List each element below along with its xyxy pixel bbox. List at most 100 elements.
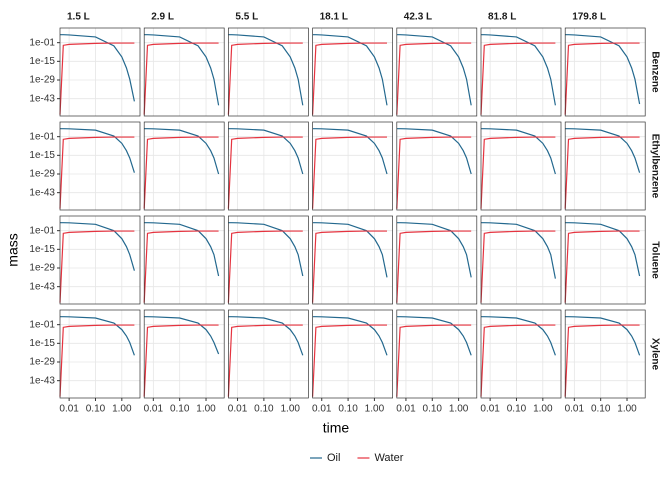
x-tick-label: 0.01 <box>396 404 416 415</box>
column-strip-label: 2.9 L <box>151 12 174 23</box>
series-line <box>227 324 303 397</box>
panel-border <box>143 215 225 305</box>
panel-background <box>228 310 309 398</box>
series-line <box>144 316 220 355</box>
y-tick-label: 1e-15 <box>29 244 55 255</box>
legend-label: Oil <box>327 452 340 464</box>
series-line <box>312 316 388 356</box>
series-line <box>228 34 304 106</box>
series-line <box>396 42 472 115</box>
panel-border <box>59 27 141 117</box>
series-line <box>59 136 135 209</box>
series-line <box>564 230 640 303</box>
series-line <box>312 230 387 303</box>
series-line <box>312 128 388 175</box>
column-strip-label: 5.5 L <box>235 12 258 23</box>
y-tick-label: 1e-43 <box>29 187 55 198</box>
panel-border <box>59 121 141 211</box>
panel-border <box>143 121 225 211</box>
panel-background <box>60 122 140 210</box>
x-tick-label: 0.10 <box>423 404 443 415</box>
panel-background <box>144 216 225 304</box>
series-line <box>565 34 641 105</box>
x-tick-label: 1.00 <box>112 404 132 415</box>
panel-background <box>481 122 561 210</box>
panel-background <box>60 216 140 304</box>
panel-background <box>228 122 309 210</box>
series-line <box>565 316 641 356</box>
x-tick-label: 0.01 <box>144 404 164 415</box>
series-line <box>60 128 135 173</box>
series-line <box>312 34 388 106</box>
y-tick-label: 1e-15 <box>29 56 55 67</box>
panel-background <box>396 310 477 398</box>
column-strip-label: 179.8 L <box>572 12 606 23</box>
panel-border <box>396 27 478 117</box>
y-axis-title: mass <box>5 233 21 266</box>
column-strip-label: 18.1 L <box>320 12 348 23</box>
series-line <box>144 128 220 175</box>
series-line <box>228 128 304 175</box>
series-line <box>59 324 135 397</box>
panel-background <box>144 122 225 210</box>
panel-border <box>564 309 646 399</box>
x-tick-label: 0.01 <box>59 404 79 415</box>
panel-border <box>312 27 393 117</box>
series-line <box>227 42 303 115</box>
x-tick-label: 1.00 <box>196 404 216 415</box>
x-tick-label: 0.10 <box>86 404 106 415</box>
x-tick-label: 1.00 <box>365 404 385 415</box>
row-strip-label: Xylene <box>650 338 661 371</box>
panel-border <box>564 27 646 117</box>
series-line <box>143 230 219 303</box>
series-line <box>312 324 387 397</box>
series-line <box>564 42 640 115</box>
legend-label: Water <box>374 452 403 464</box>
panel-border <box>312 215 393 305</box>
panel-border <box>228 121 309 211</box>
row-strip-label: Toluene <box>650 241 661 279</box>
panel-background <box>228 216 309 304</box>
panel-border <box>396 121 478 211</box>
series-line <box>565 128 641 173</box>
x-tick-label: 0.01 <box>565 404 585 415</box>
series-line <box>59 230 135 303</box>
y-tick-label: 1e-43 <box>29 375 55 386</box>
series-line <box>396 34 472 106</box>
panel-border <box>480 215 562 305</box>
panel-border <box>480 27 562 117</box>
y-tick-label: 1e-01 <box>29 225 55 236</box>
panel-border <box>480 121 562 211</box>
panel-background <box>396 122 477 210</box>
y-tick-label: 1e-43 <box>29 93 55 104</box>
panel-background <box>396 216 477 304</box>
series-line <box>396 316 472 356</box>
panel-border <box>564 121 646 211</box>
panel-background <box>60 310 140 398</box>
panel-background <box>312 310 393 398</box>
panel-background <box>565 216 646 304</box>
series-line <box>480 324 556 397</box>
x-tick-label: 0.01 <box>480 404 500 415</box>
panel-background <box>481 216 561 304</box>
panel-border <box>143 309 225 399</box>
panel-background <box>312 216 393 304</box>
series-line <box>60 316 135 356</box>
series-line <box>396 324 472 397</box>
y-tick-label: 1e-29 <box>29 263 55 274</box>
series-line <box>480 42 556 115</box>
series-line <box>396 128 472 175</box>
series-line <box>480 136 556 209</box>
panel-background <box>565 310 646 398</box>
series-line <box>564 324 640 397</box>
series-line <box>227 136 303 209</box>
x-tick-label: 0.01 <box>312 404 332 415</box>
panel-background <box>312 122 393 210</box>
x-tick-label: 0.10 <box>507 404 527 415</box>
panel-background <box>565 122 646 210</box>
series-line <box>481 316 556 356</box>
series-line <box>481 34 556 106</box>
panel-border <box>564 215 646 305</box>
